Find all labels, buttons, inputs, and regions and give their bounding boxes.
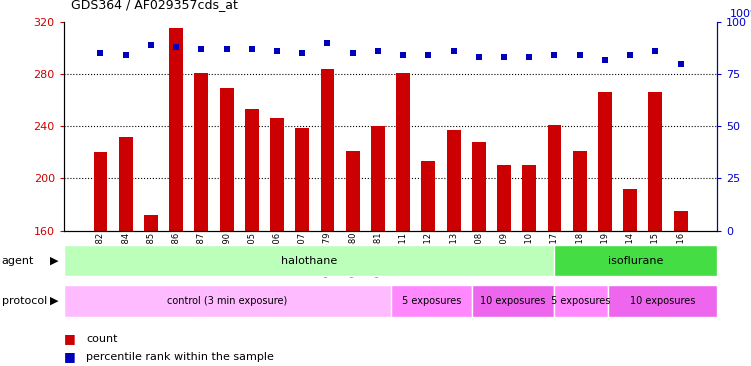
Text: agent: agent <box>2 256 34 266</box>
Bar <box>64 245 554 276</box>
Bar <box>295 128 309 231</box>
Text: halothane: halothane <box>281 256 337 266</box>
Bar <box>371 126 385 231</box>
Point <box>246 46 258 52</box>
Point <box>347 51 359 56</box>
Point <box>221 46 233 52</box>
Point <box>119 52 131 58</box>
Bar <box>421 161 436 231</box>
Bar <box>447 130 460 231</box>
Text: control (3 min exposure): control (3 min exposure) <box>167 296 288 306</box>
Text: ■: ■ <box>64 332 76 345</box>
Text: GDS364 / AF029357cds_at: GDS364 / AF029357cds_at <box>71 0 238 11</box>
Point <box>674 61 686 67</box>
Point <box>95 51 107 56</box>
Point <box>473 55 485 60</box>
Bar <box>573 151 587 231</box>
Bar <box>674 211 687 231</box>
Text: isoflurane: isoflurane <box>608 256 663 266</box>
Point <box>372 48 384 54</box>
Bar <box>598 92 612 231</box>
Point <box>599 57 611 63</box>
Bar <box>270 119 284 231</box>
Point <box>448 48 460 54</box>
Point <box>523 55 535 60</box>
Point <box>195 46 207 52</box>
Bar <box>119 137 133 231</box>
Point <box>650 48 662 54</box>
Text: 5 exposures: 5 exposures <box>402 296 461 306</box>
Text: ▶: ▶ <box>50 256 59 266</box>
Bar <box>554 285 608 317</box>
Text: 10 exposures: 10 exposures <box>630 296 695 306</box>
Point <box>170 44 182 50</box>
Point <box>397 52 409 58</box>
Bar <box>391 285 472 317</box>
Text: protocol: protocol <box>2 296 47 306</box>
Point <box>296 51 308 56</box>
Text: ■: ■ <box>64 350 76 363</box>
Bar <box>195 73 208 231</box>
Point <box>498 55 510 60</box>
Point <box>548 52 560 58</box>
Point <box>624 52 636 58</box>
Bar <box>94 152 107 231</box>
Bar <box>547 125 562 231</box>
Text: percentile rank within the sample: percentile rank within the sample <box>86 352 274 362</box>
Text: 100%: 100% <box>730 9 751 19</box>
Bar <box>608 285 717 317</box>
Bar <box>497 165 511 231</box>
Bar <box>623 189 637 231</box>
Bar <box>245 109 259 231</box>
Text: ▶: ▶ <box>50 296 59 306</box>
Bar <box>144 215 158 231</box>
Text: count: count <box>86 333 118 344</box>
Bar <box>648 92 662 231</box>
Bar <box>169 29 183 231</box>
Bar <box>64 285 391 317</box>
Bar <box>472 142 486 231</box>
Point <box>574 52 586 58</box>
Text: 5 exposures: 5 exposures <box>551 296 611 306</box>
Bar <box>522 165 536 231</box>
Point <box>321 40 333 46</box>
Bar <box>345 151 360 231</box>
Point <box>271 48 283 54</box>
Bar <box>472 285 554 317</box>
Bar <box>554 245 717 276</box>
Bar <box>397 73 410 231</box>
Text: 10 exposures: 10 exposures <box>481 296 546 306</box>
Bar <box>219 89 234 231</box>
Bar <box>321 69 334 231</box>
Point <box>422 52 434 58</box>
Point <box>145 42 157 48</box>
